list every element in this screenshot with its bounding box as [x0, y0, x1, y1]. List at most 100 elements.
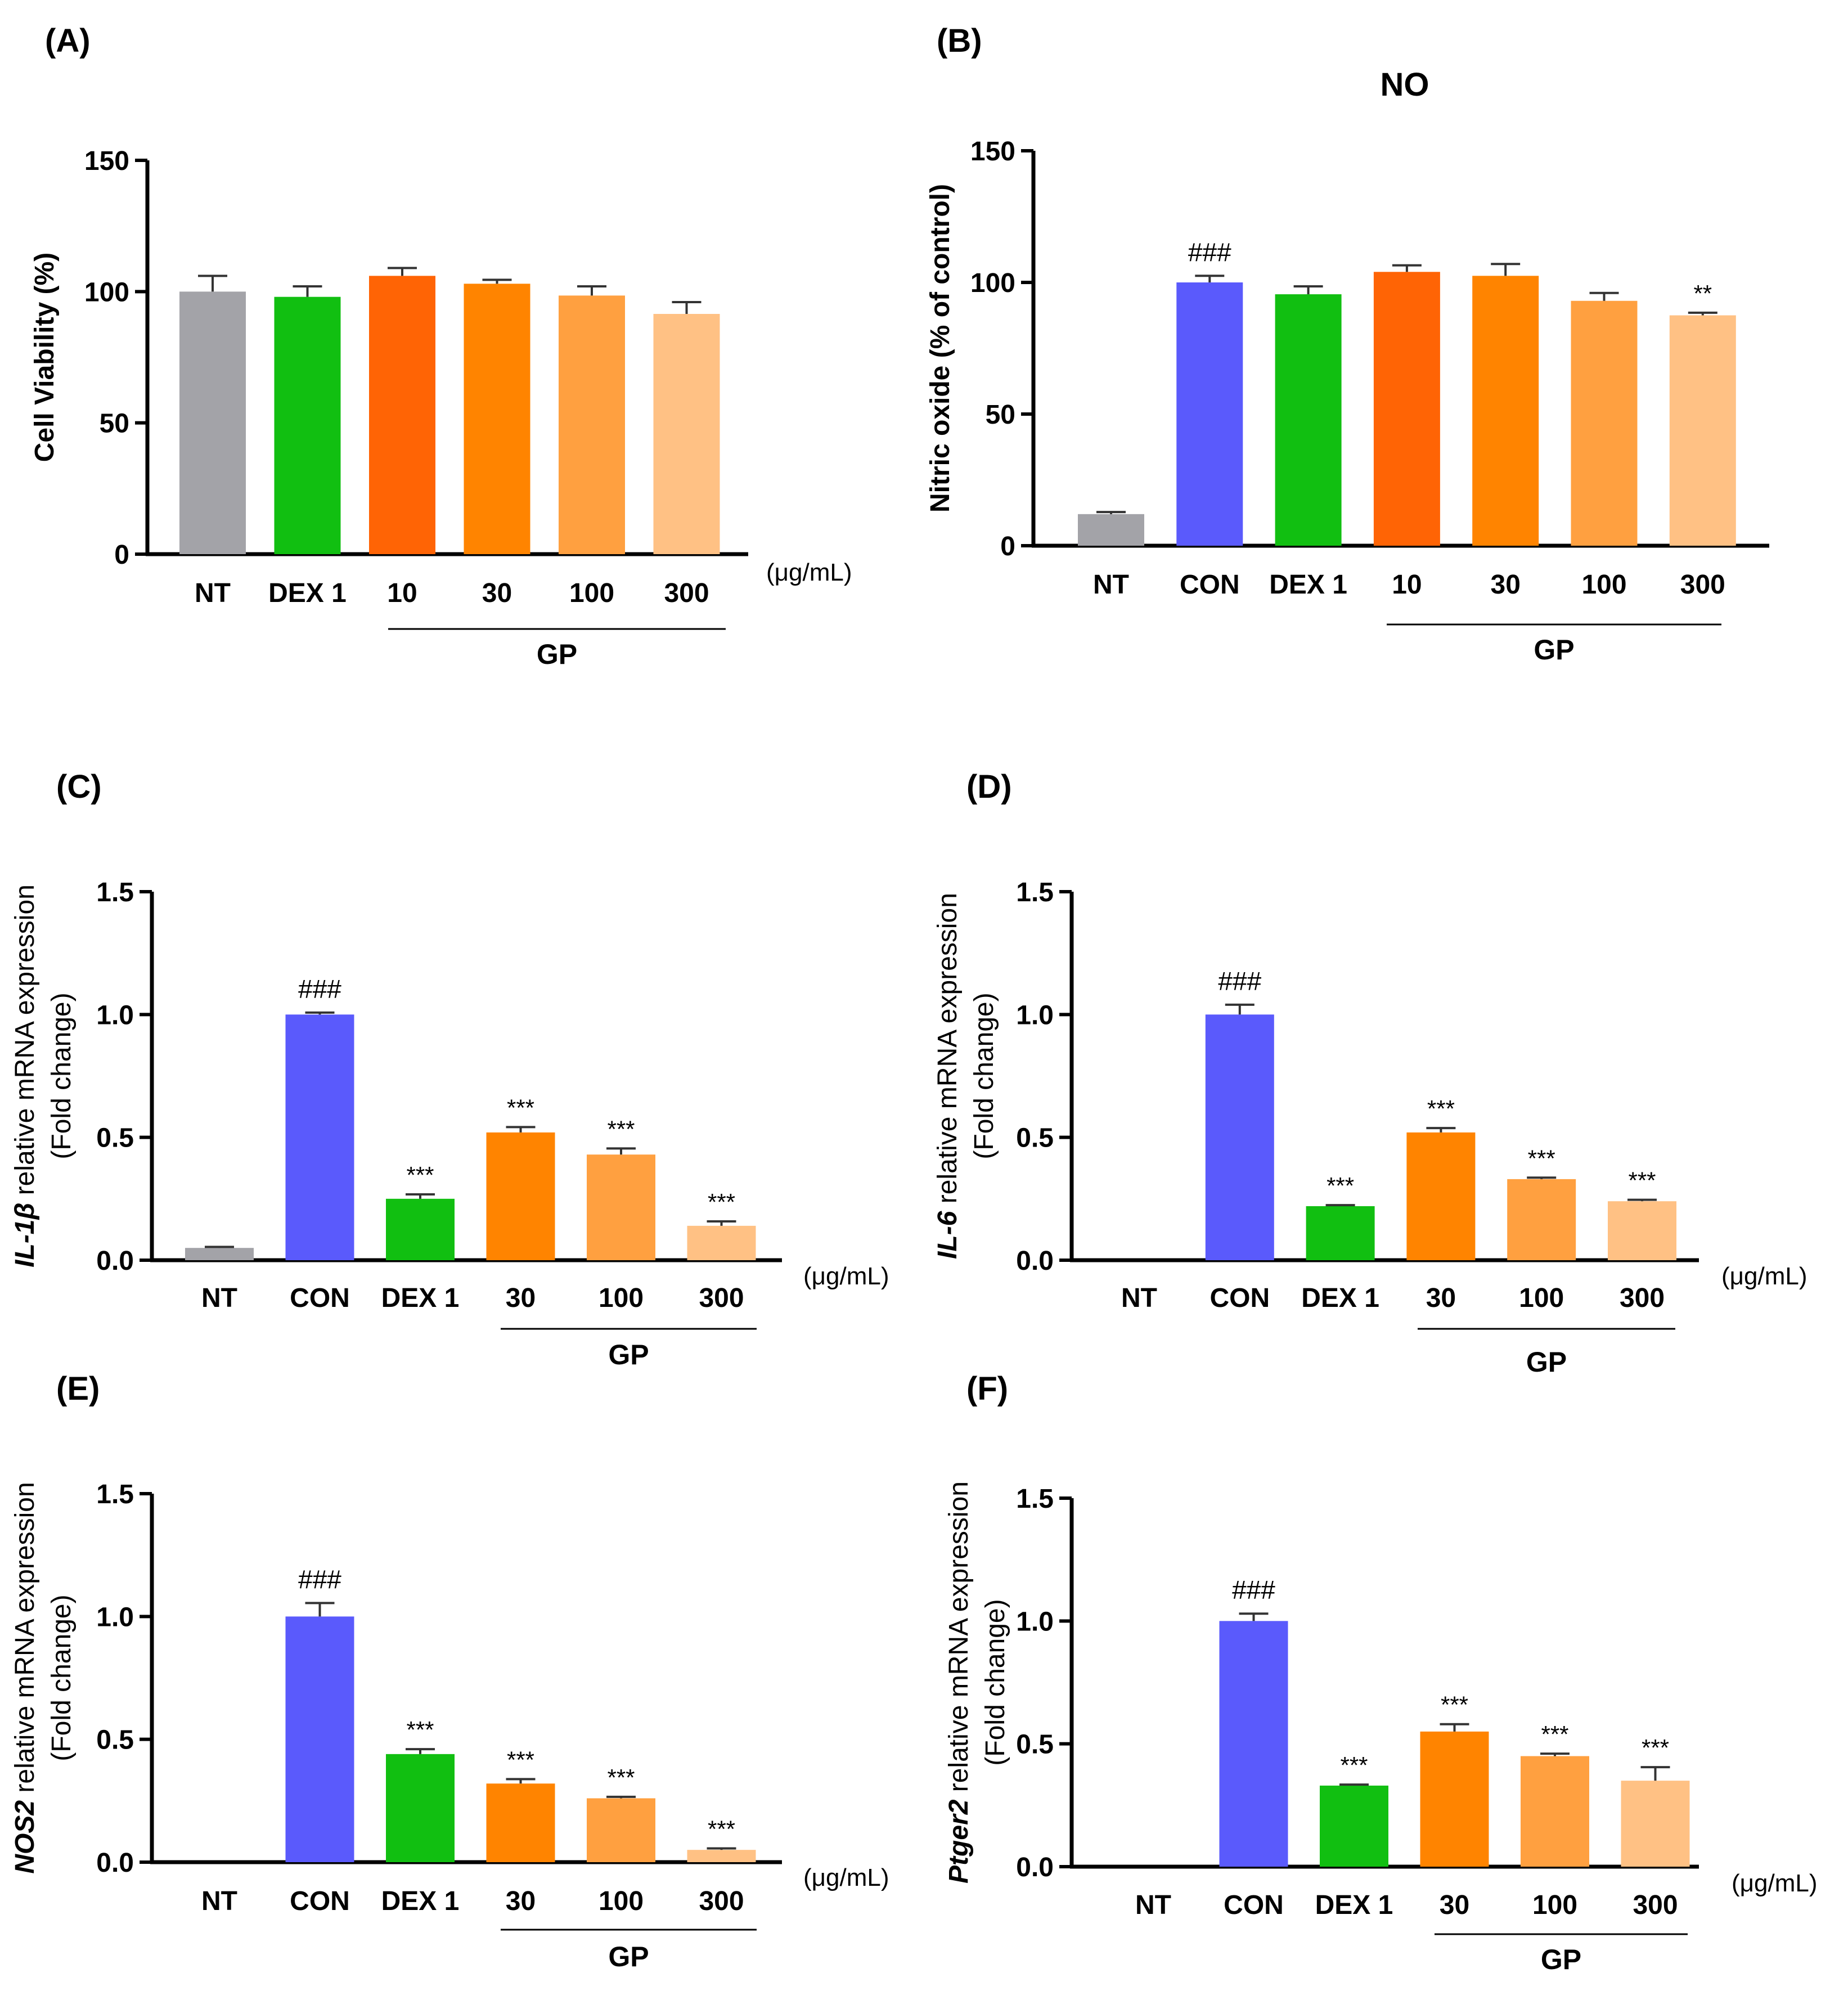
bar-10 [369, 276, 435, 554]
group-label: GP [1534, 634, 1574, 666]
chart-panel-4: (E) 0.0 0.5 1.0 1.5 NOS2 relative mRNA expres… [10, 1370, 889, 1972]
category-label: 100 [1519, 1283, 1564, 1313]
bar-300 [653, 314, 720, 554]
category-label: 30 [1426, 1283, 1456, 1313]
y-axis-label-text: relative mRNA expression [933, 893, 963, 1211]
bar-CON [1205, 1014, 1274, 1260]
significance-mark: ### [1218, 967, 1261, 996]
y-axis-label: NOS2 relative mRNA expression [10, 1482, 40, 1873]
significance-mark: ** [1693, 280, 1712, 307]
y-tick-label: 1.0 [96, 1000, 134, 1030]
bar-100 [1521, 1756, 1589, 1867]
category-label: DEX 1 [1301, 1283, 1379, 1313]
bar-30 [1420, 1731, 1489, 1867]
y-tick-label: 0.0 [1016, 1853, 1054, 1882]
significance-mark: *** [1628, 1167, 1656, 1194]
category-label: NT [1135, 1890, 1171, 1920]
y-tick-label: 1.5 [96, 1480, 134, 1509]
bar-300 [1621, 1781, 1690, 1867]
category-label: NT [195, 578, 231, 608]
category-label: 100 [599, 1283, 644, 1313]
y-tick-label: 1.0 [1016, 1000, 1054, 1030]
category-label: 10 [1392, 570, 1422, 600]
significance-mark: *** [1528, 1145, 1555, 1171]
category-label: CON [1180, 570, 1240, 600]
significance-mark: *** [1327, 1172, 1354, 1199]
category-label: 300 [1620, 1283, 1665, 1313]
panel-label: (D) [966, 768, 1012, 805]
chart-title: NO [1381, 66, 1429, 103]
y-axis-label: Cell Viability (%) [30, 253, 60, 462]
significance-mark: *** [708, 1816, 735, 1842]
bar-10 [1373, 272, 1440, 546]
bar-100 [559, 295, 625, 554]
bar-CON [285, 1616, 354, 1862]
unit-label: (μg/mL) [1721, 1262, 1807, 1290]
bar-30 [1472, 276, 1539, 546]
unit-label: (μg/mL) [1732, 1869, 1817, 1897]
y-tick-label: 0.0 [1016, 1246, 1054, 1276]
y-tick-label: 0.5 [1016, 1730, 1054, 1760]
bar-DEX-1 [386, 1198, 455, 1260]
group-label: GP [1541, 1944, 1581, 1975]
significance-mark: *** [507, 1746, 534, 1773]
bar-30 [1406, 1132, 1476, 1260]
y-tick-label: 1.0 [96, 1602, 134, 1632]
panel-label: (B) [937, 23, 982, 59]
category-label: CON [1209, 1283, 1270, 1313]
y-tick-label: 50 [100, 409, 129, 439]
significance-mark: *** [708, 1189, 735, 1215]
unit-label: (μg/mL) [803, 1864, 889, 1891]
category-label: 100 [1581, 570, 1626, 600]
y-axis-label: Nitric oxide (% of control) [925, 184, 955, 513]
panel-label: (A) [45, 23, 91, 59]
y-tick-label: 1.0 [1016, 1607, 1054, 1637]
chart-panel-3: (D) 0.0 0.5 1.0 1.5 IL-6 relative mRNA expres… [933, 768, 1807, 1378]
y-tick-label: 0.0 [96, 1246, 134, 1276]
y-tick-label: 0.5 [1016, 1123, 1054, 1153]
bar-NT [185, 1248, 254, 1260]
y-axis-label: IL-6 relative mRNA expression [933, 893, 963, 1259]
panel-label: (C) [56, 768, 102, 805]
group-label: GP [537, 639, 577, 670]
significance-mark: ### [1188, 237, 1231, 267]
category-label: 30 [482, 578, 512, 608]
category-label: 30 [506, 1886, 536, 1916]
y-axis-label-text: relative mRNA expression [10, 1482, 40, 1800]
bar-300 [1608, 1201, 1676, 1260]
y-axis-gene: IL-6 [933, 1211, 963, 1259]
y-tick-label: 0 [1000, 532, 1015, 561]
category-label: NT [201, 1283, 237, 1313]
y-axis-label-text: relative mRNA expression [10, 884, 40, 1203]
chart-panel-1: (B) NO 0 50 100 150 Nitric oxide (% of control… [925, 23, 1769, 666]
category-label: CON [290, 1283, 350, 1313]
bar-30 [486, 1783, 555, 1862]
y-axis-label: IL-1β relative mRNA expression [10, 884, 40, 1268]
category-label: 300 [1680, 570, 1725, 600]
chart-panel-2: (C) 0.0 0.5 1.0 1.5 IL-1β relative mRNA expre… [10, 768, 889, 1370]
y-tick-label: 0 [114, 540, 129, 570]
category-label: DEX 1 [381, 1886, 460, 1916]
group-label: GP [608, 1941, 649, 1972]
significance-mark: ### [1232, 1575, 1275, 1605]
y-tick-label: 1.5 [1016, 1484, 1054, 1514]
bar-300 [687, 1850, 756, 1862]
category-label: 100 [599, 1886, 644, 1916]
chart-panel-0: (A) 0 50 100 150 Cell Viability (%) NT DEX 1 10 3… [30, 23, 852, 670]
category-label: 30 [1440, 1890, 1469, 1920]
group-label: GP [1526, 1346, 1567, 1378]
significance-mark: *** [607, 1116, 635, 1142]
y-axis-label-2: (Fold change) [981, 1599, 1010, 1765]
significance-mark: *** [1340, 1752, 1368, 1778]
y-axis-label: Ptger2 relative mRNA expression [944, 1481, 974, 1884]
y-tick-label: 1.5 [96, 878, 134, 907]
bar-DEX-1 [1275, 294, 1342, 546]
category-label: CON [1224, 1890, 1284, 1920]
category-label: DEX 1 [1269, 570, 1347, 600]
significance-mark: ### [298, 1565, 341, 1594]
category-label: 300 [1633, 1890, 1678, 1920]
bar-CON [1219, 1621, 1288, 1867]
significance-mark: *** [1441, 1692, 1468, 1718]
y-axis-gene: Ptger2 [944, 1799, 974, 1884]
